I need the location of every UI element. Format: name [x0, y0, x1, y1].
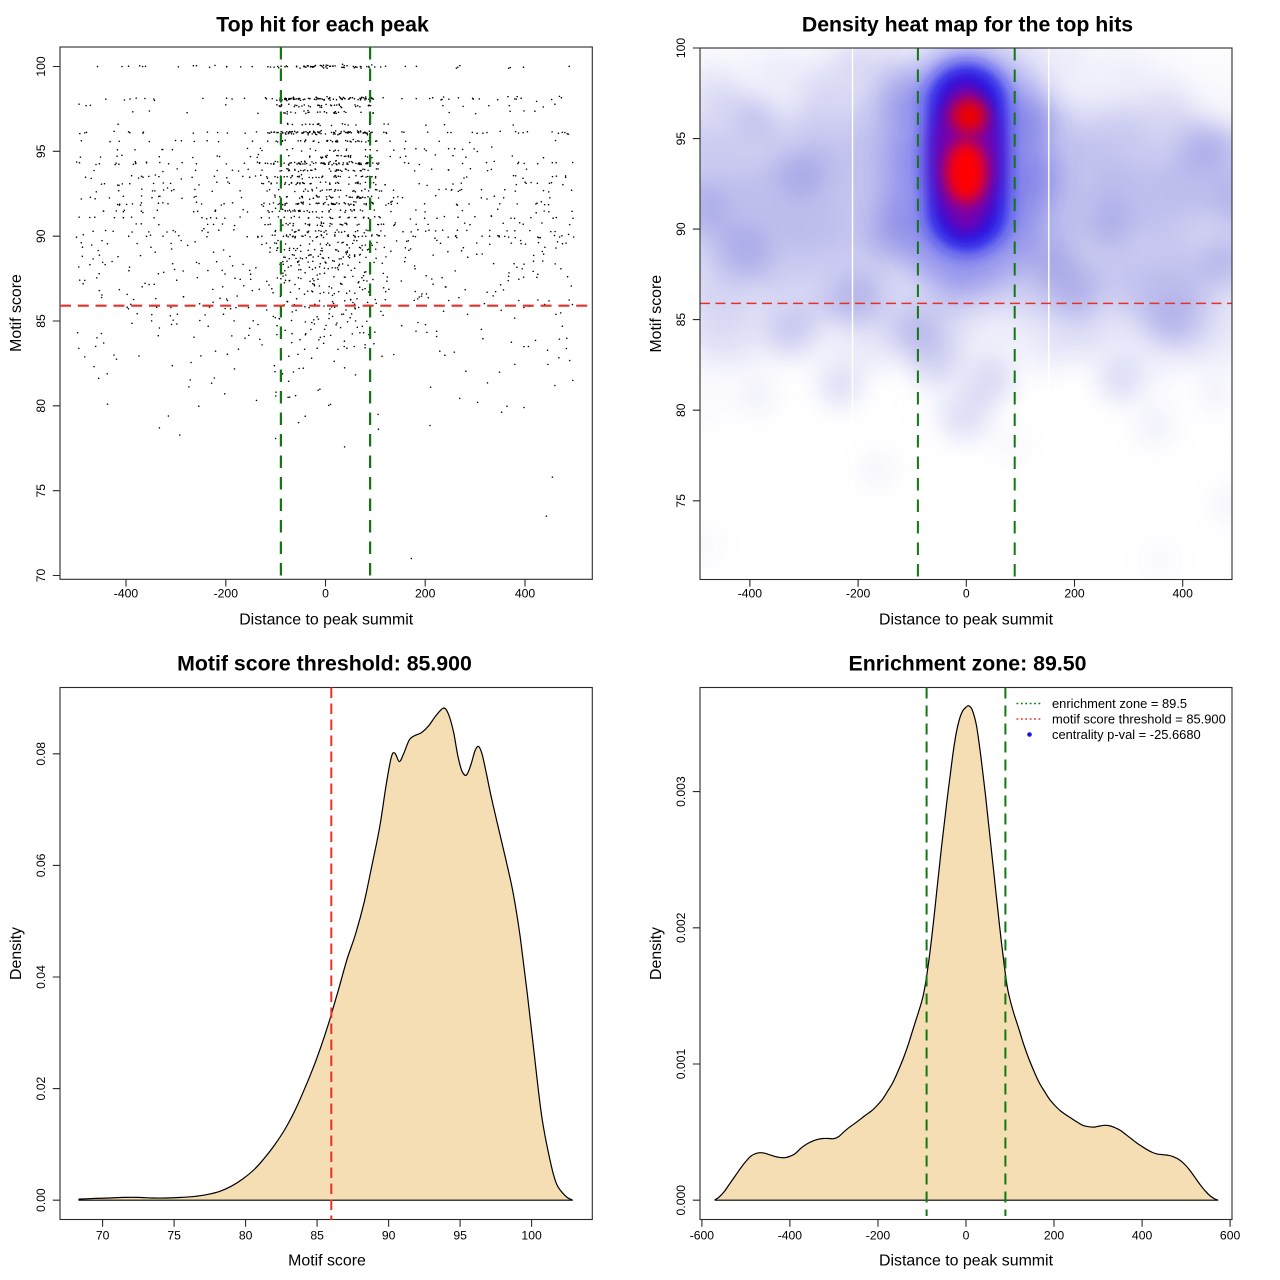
svg-text:0.04: 0.04	[34, 965, 48, 989]
svg-text:-200: -200	[846, 587, 871, 601]
svg-text:0: 0	[963, 587, 970, 601]
svg-text:Density: Density	[648, 927, 665, 980]
svg-text:Density heat map for the top h: Density heat map for the top hits	[802, 13, 1133, 37]
svg-text:Top hit for each peak: Top hit for each peak	[216, 13, 429, 37]
svg-text:0.08: 0.08	[34, 742, 48, 766]
svg-text:Density: Density	[8, 927, 25, 980]
svg-text:80: 80	[674, 403, 688, 417]
svg-text:Enrichment zone: 89.50: Enrichment zone: 89.50	[849, 652, 1087, 676]
svg-text:95: 95	[34, 144, 48, 158]
svg-text:0.02: 0.02	[34, 1077, 48, 1101]
svg-text:0.003: 0.003	[674, 776, 688, 807]
svg-text:Distance to peak summit: Distance to peak summit	[239, 612, 414, 629]
svg-text:100: 100	[674, 38, 688, 59]
svg-text:Distance to peak summit: Distance to peak summit	[879, 1253, 1054, 1270]
svg-text:-600: -600	[690, 1229, 715, 1243]
svg-text:75: 75	[34, 484, 48, 498]
svg-text:-200: -200	[866, 1229, 891, 1243]
svg-text:0.001: 0.001	[674, 1049, 688, 1080]
svg-text:80: 80	[34, 399, 48, 413]
svg-text:Motif score: Motif score	[648, 275, 665, 353]
svg-text:75: 75	[167, 1229, 181, 1243]
svg-text:enrichment zone = 89.5: enrichment zone = 89.5	[1052, 696, 1187, 711]
svg-text:75: 75	[674, 494, 688, 508]
svg-text:Motif score: Motif score	[8, 274, 25, 352]
svg-text:0.002: 0.002	[674, 912, 688, 943]
svg-text:Motif score threshold: 85.900: Motif score threshold: 85.900	[177, 652, 472, 676]
svg-text:400: 400	[515, 587, 536, 601]
svg-text:centrality p-val = -25.6680: centrality p-val = -25.6680	[1052, 727, 1201, 742]
svg-text:90: 90	[34, 229, 48, 243]
svg-text:-400: -400	[778, 1229, 803, 1243]
svg-text:600: 600	[1220, 1229, 1241, 1243]
svg-text:85: 85	[310, 1229, 324, 1243]
svg-text:85: 85	[674, 313, 688, 327]
svg-text:-400: -400	[738, 587, 763, 601]
svg-text:-400: -400	[114, 587, 139, 601]
svg-text:200: 200	[1064, 587, 1085, 601]
svg-text:85: 85	[34, 314, 48, 328]
svg-text:95: 95	[453, 1229, 467, 1243]
svg-text:90: 90	[674, 222, 688, 236]
svg-text:400: 400	[1132, 1229, 1153, 1243]
svg-text:Motif score: Motif score	[288, 1253, 366, 1270]
svg-text:100: 100	[521, 1229, 542, 1243]
svg-text:80: 80	[239, 1229, 253, 1243]
svg-text:70: 70	[96, 1229, 110, 1243]
svg-text:70: 70	[34, 569, 48, 583]
svg-text:200: 200	[415, 587, 436, 601]
svg-text:motif score threshold = 85.900: motif score threshold = 85.900	[1052, 712, 1226, 727]
svg-text:Distance to peak summit: Distance to peak summit	[879, 612, 1054, 629]
svg-text:400: 400	[1173, 587, 1194, 601]
svg-text:0: 0	[963, 1229, 970, 1243]
svg-text:90: 90	[382, 1229, 396, 1243]
svg-text:100: 100	[34, 56, 48, 77]
svg-text:-200: -200	[214, 587, 239, 601]
svg-text:0.06: 0.06	[34, 853, 48, 877]
svg-text:0.000: 0.000	[674, 1185, 688, 1216]
svg-text:0: 0	[322, 587, 329, 601]
svg-text:95: 95	[674, 132, 688, 146]
svg-text:200: 200	[1044, 1229, 1065, 1243]
svg-text:0.00: 0.00	[34, 1188, 48, 1212]
